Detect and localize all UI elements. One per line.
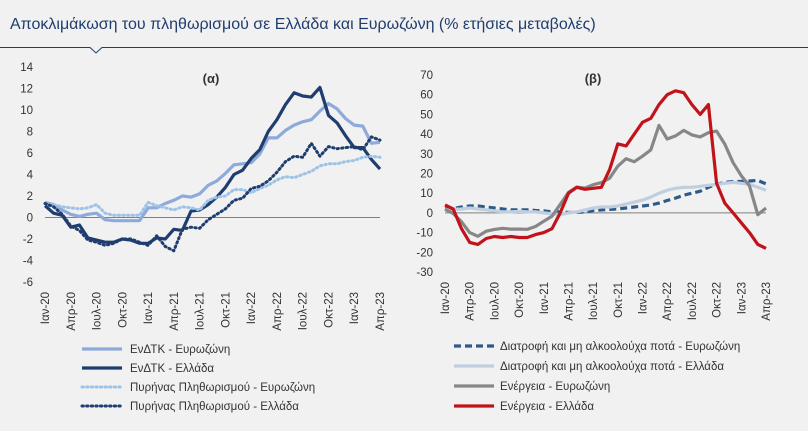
x-tick-label: Οκτ-22 xyxy=(712,282,724,318)
legend-label: Πυρήνας Πληθωρισμού - Ελλάδα xyxy=(130,401,299,413)
x-tick-label: Ιαν-22 xyxy=(638,282,650,314)
y-tick-label: -30 xyxy=(416,267,433,279)
series-line xyxy=(444,180,767,217)
y-tick-label: -10 xyxy=(416,228,433,240)
x-tick-label: Απρ-21 xyxy=(169,292,181,331)
x-tick-label: Οκτ-20 xyxy=(117,292,129,328)
panel-a: 14 12 10 8 6 4 2 0 -2 -4 -6 Ιαν-20 Απρ-20 Ιουλ-20 Οκτ-… xyxy=(20,62,387,413)
legend-label: Ενέργεια - Ευρωζώνη xyxy=(500,381,610,393)
y-tick-label: -6 xyxy=(23,277,33,289)
x-tick-label: Ιαν-20 xyxy=(440,282,452,314)
legend-label: Διατροφή και μη αλκοολούχα ποτά - Ευρωζώ… xyxy=(500,341,740,353)
x-tick-label: Ιαν-22 xyxy=(246,292,258,324)
x-tick-label: Απρ-21 xyxy=(563,282,575,321)
y-tick-label: 0 xyxy=(427,208,433,220)
series-line xyxy=(444,89,767,250)
x-tick-label: Ιουλ-20 xyxy=(92,292,104,330)
x-tick-label: Απρ-22 xyxy=(662,282,674,321)
legend-label: ΕνΔΤΚ - Ευρωζώνη xyxy=(130,344,230,356)
x-tick-label: Ιουλ-21 xyxy=(195,292,207,330)
series-line xyxy=(43,85,382,245)
y-tick-label: 20 xyxy=(420,169,433,181)
x-tick-label: Ιουλ-20 xyxy=(489,282,501,320)
y-tick-label: 70 xyxy=(420,70,433,82)
legend-label: Ενέργεια - Ελλάδα xyxy=(500,401,594,413)
y-tick-label: 50 xyxy=(420,109,433,121)
x-tick-label: Απρ-22 xyxy=(272,292,284,331)
x-tick-label: Οκτ-22 xyxy=(323,292,335,328)
y-tick-label: -4 xyxy=(23,256,34,268)
x-tick-label: Ιαν-20 xyxy=(40,292,52,324)
panel-b: 70 60 50 40 30 20 10 0 -10 -20 -30 Ιαν-20 Απρ-20 Ιουλ… xyxy=(416,70,773,413)
x-tick-label: Οκτ-21 xyxy=(220,292,232,328)
y-tick-label: 30 xyxy=(420,149,433,161)
y-tick-label: 40 xyxy=(420,129,433,141)
x-tick-label: Απρ-23 xyxy=(375,292,387,331)
panel-label: (α) xyxy=(203,71,220,86)
x-tick-label: Απρ-23 xyxy=(761,282,773,321)
x-tick-label: Ιουλ-22 xyxy=(687,282,699,320)
y-tick-label: 8 xyxy=(27,127,33,139)
y-tick-label: -20 xyxy=(416,247,433,259)
x-tick-label: Ιαν-21 xyxy=(539,282,551,314)
x-tick-label: Απρ-20 xyxy=(465,282,477,321)
x-tick-label: Απρ-20 xyxy=(66,292,78,331)
legend-label: Διατροφή και μη αλκοολούχα ποτά - Ελλάδα xyxy=(500,361,724,373)
y-tick-label: 4 xyxy=(27,170,34,182)
series-line xyxy=(43,154,382,217)
x-tick-label: Οκτ-20 xyxy=(514,282,526,318)
legend-label: ΕνΔΤΚ - Ελλάδα xyxy=(130,363,214,375)
y-tick-label: 60 xyxy=(420,90,433,102)
x-tick-label: Ιαν-23 xyxy=(736,282,748,314)
y-tick-label: 0 xyxy=(27,213,33,225)
x-tick-label: Ιουλ-22 xyxy=(298,292,310,330)
y-tick-label: 6 xyxy=(27,148,33,160)
y-tick-label: 10 xyxy=(20,105,33,117)
panel-label: (β) xyxy=(585,71,602,86)
legend-label: Πυρήνας Πληθωρισμού - Ευρωζώνη xyxy=(130,382,315,394)
page-title: Αποκλιμάκωση του πληθωρισμού σε Ελλάδα κ… xyxy=(10,16,596,33)
x-tick-label: Οκτ-21 xyxy=(613,282,625,318)
x-tick-label: Ιαν-21 xyxy=(143,292,155,324)
series-line xyxy=(44,101,381,223)
y-tick-label: 2 xyxy=(27,191,33,203)
series-line xyxy=(43,135,382,253)
y-tick-label: 10 xyxy=(420,188,433,200)
y-tick-label: 14 xyxy=(20,62,33,74)
y-tick-label: -2 xyxy=(23,234,33,246)
y-tick-label: 12 xyxy=(20,84,33,96)
title-underline xyxy=(0,47,808,54)
x-tick-label: Ιουλ-21 xyxy=(588,282,600,320)
x-tick-label: Ιαν-23 xyxy=(349,292,361,324)
